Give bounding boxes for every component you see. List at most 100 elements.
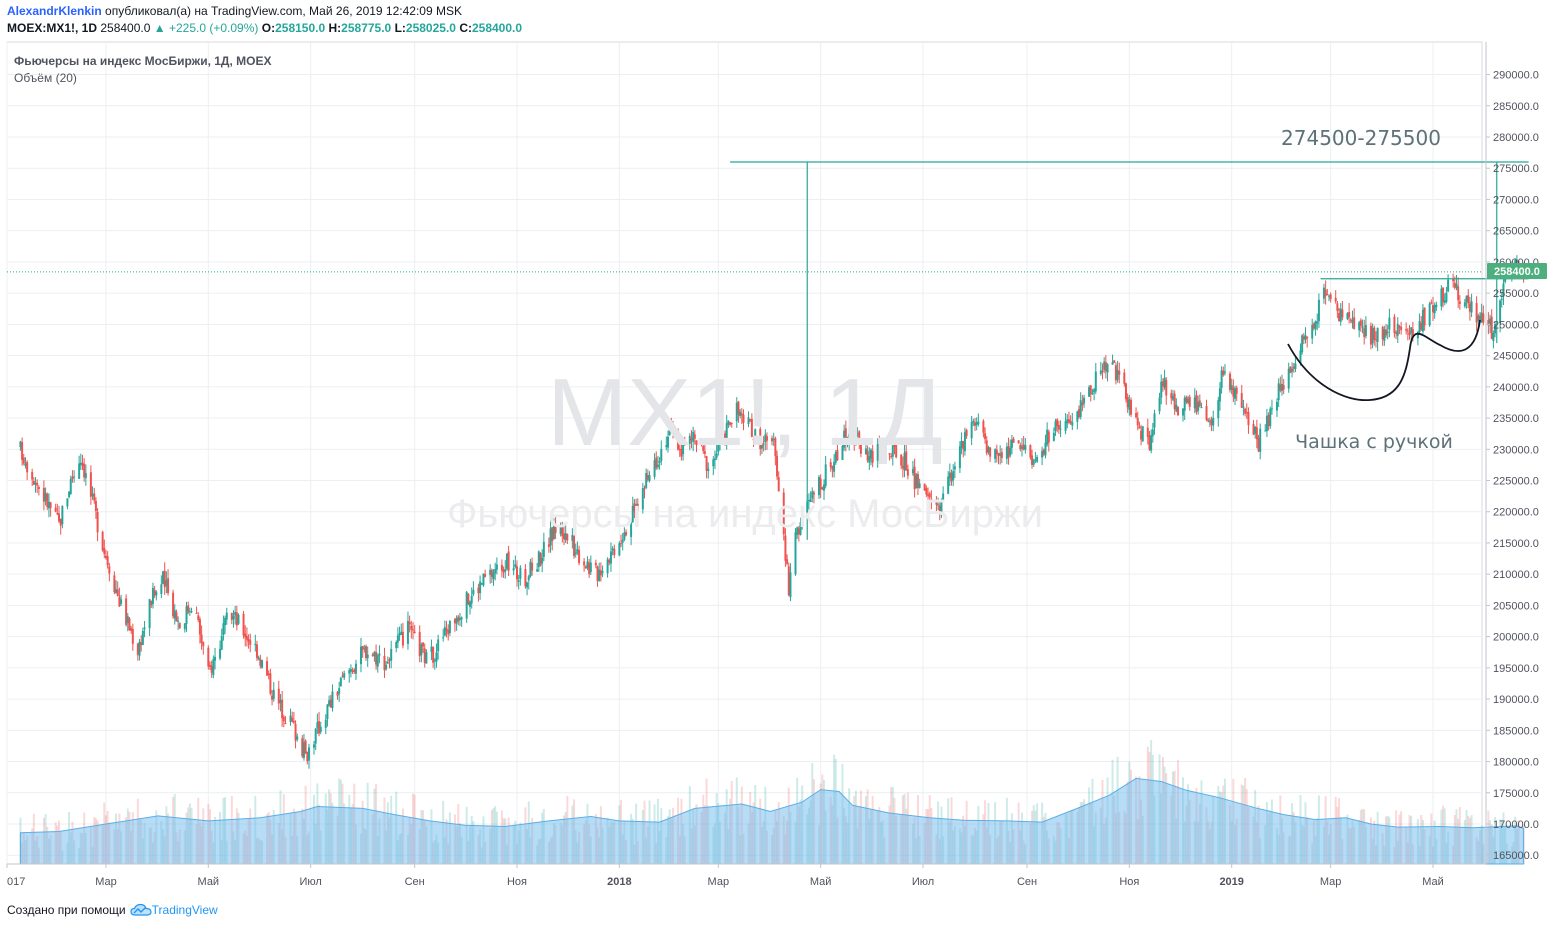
candle-body [844,428,847,445]
candle-body [584,566,587,569]
candle-body [613,548,616,555]
candle-body [635,504,638,514]
candle-body [551,527,554,542]
candle-body [247,639,250,642]
candle-body [208,664,211,667]
candle-body [69,479,72,495]
candle-body [1064,421,1067,431]
candle-body [1005,446,1008,459]
candle-body [68,491,71,498]
candle-body [1294,363,1297,370]
candle-body [1275,401,1278,411]
candle-body [365,646,368,659]
candle-body [1349,319,1352,321]
candle-body [809,499,812,503]
candle-body [1047,431,1050,443]
candle-body [1314,321,1317,329]
candle-body [1032,460,1035,465]
candle-body [905,451,908,471]
candle-body [1400,326,1403,331]
candle-body [1150,434,1153,451]
candle-body [1317,299,1320,322]
candle-body [1361,326,1364,328]
candle-body [467,594,470,605]
candle-body [32,481,35,485]
candle-body [1334,297,1337,302]
candle-body [846,441,849,443]
candle-body [314,728,317,744]
candle-body [1277,383,1280,401]
candle-body [786,559,789,564]
candle-body [536,569,539,572]
candle-body [219,648,222,659]
candle-body [1376,327,1379,342]
candle-body [1312,323,1315,329]
price-tick-label: 175000.0 [1493,788,1539,800]
candle-body [177,620,180,622]
candle-body [46,493,49,507]
candle-body [833,462,836,472]
candle-body [876,443,879,461]
candle-body [269,673,272,694]
candle-body [1324,289,1327,296]
tradingview-logo[interactable]: TradingView [130,903,218,917]
candle-body [1428,303,1431,326]
candle-body [329,699,332,708]
candle-body [140,642,143,646]
candle-body [1432,305,1434,313]
candle-body [891,445,894,457]
price-tick-label: 230000.0 [1493,444,1539,456]
candle-body [970,422,973,439]
candle-body [901,465,904,469]
candle-body [418,631,421,657]
candle-body [940,501,943,514]
candle-body [772,438,775,441]
candle-body [918,483,921,488]
candle-body [1348,311,1351,318]
candle-body [1457,286,1460,301]
candle-body [1210,419,1213,426]
price-tick-label: 255000.0 [1493,288,1539,300]
candle-body [375,651,378,665]
candle-body [1393,316,1396,333]
author-link[interactable]: AlexandrKlenkin [7,4,102,18]
candle-body [1494,323,1497,334]
candle-body [854,436,857,443]
candle-body [1398,326,1401,328]
candle-body [1078,409,1081,418]
candle-body [1198,400,1201,407]
candle-body [762,443,765,445]
candle-body [1245,412,1248,414]
candle-body [1369,325,1372,345]
candle-body [101,531,104,551]
candle-body [1504,278,1507,282]
candle-body [22,457,25,464]
candle-body [1351,319,1354,323]
candle-body [1299,350,1302,364]
candle-body [141,630,144,645]
candle-body [131,629,134,644]
candle-body [972,420,975,423]
candle-body [395,642,398,648]
candle-body [373,652,376,657]
tradingview-brand[interactable]: TradingView [151,903,218,917]
candle-body [371,654,374,656]
candle-body [653,460,656,477]
candle-body [1093,389,1096,393]
candle-body [366,654,369,659]
candle-body [1054,421,1057,432]
candle-body [210,665,213,673]
candle-body [1291,368,1294,372]
candle-body [207,647,210,667]
candle-body [351,670,354,673]
cup-handle-sketch [1287,319,1481,401]
candle-body [1421,309,1424,332]
candle-body [1358,322,1361,331]
candle-body [1230,385,1233,391]
candle-body [1076,411,1079,422]
symbol-line: MOEX:MX1!, 1D [7,21,98,35]
candle-body [911,469,914,474]
price-axis: 165000.0 170000.0 175000.0 180000.0 185000.0… [1485,42,1539,864]
candle-body [254,644,257,646]
